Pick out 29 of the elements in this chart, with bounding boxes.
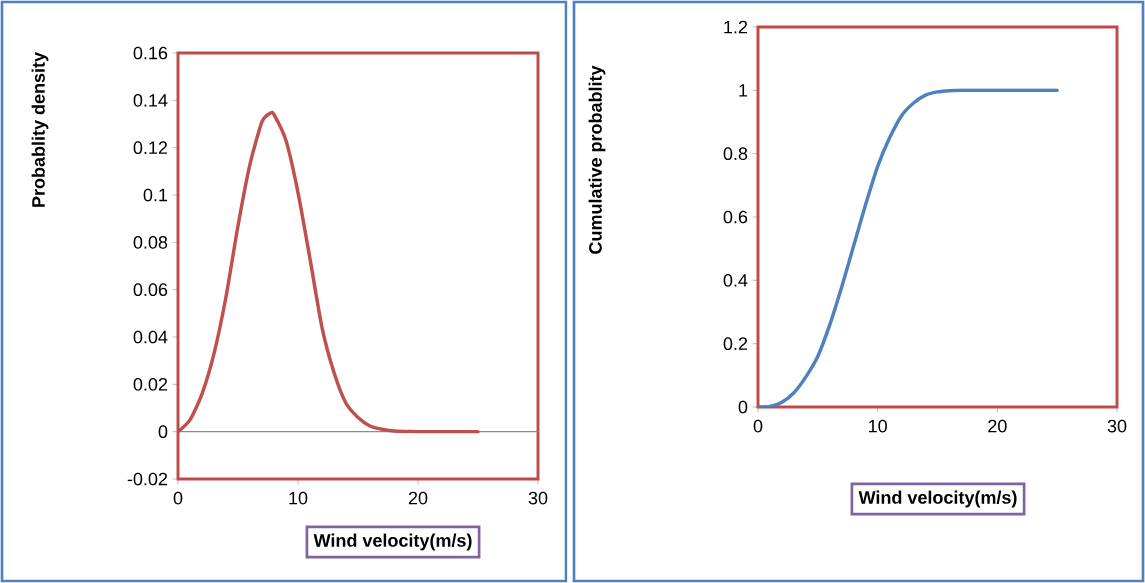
y-tick-label: 0.14 bbox=[133, 93, 168, 107]
x-tick-label: 10 bbox=[289, 491, 308, 505]
x-tick-label: 30 bbox=[528, 491, 548, 505]
x-tick-label: 30 bbox=[1107, 419, 1127, 433]
x-tick-label: 20 bbox=[408, 491, 428, 505]
x-tick-label: 10 bbox=[869, 419, 887, 433]
x-axis-title: Wind velocity(m/s) bbox=[313, 533, 472, 551]
y-tick-label: 0.08 bbox=[133, 235, 168, 249]
y-tick-label: 0 bbox=[738, 400, 748, 414]
y-tick-label: 0.04 bbox=[133, 330, 168, 344]
y-tick-label: 0.8 bbox=[723, 147, 748, 161]
y-tick-label: 0.6 bbox=[723, 210, 748, 224]
y-tick-label: 0.4 bbox=[723, 273, 748, 287]
y-tick-label: 0.12 bbox=[133, 141, 168, 155]
y-tick-label: 0.1 bbox=[143, 188, 168, 202]
x-axis-title: Wind velocity(m/s) bbox=[858, 490, 1017, 508]
x-tick-label: 20 bbox=[988, 419, 1007, 433]
y-tick-label: 0.06 bbox=[133, 283, 168, 297]
y-tick-label: -0.02 bbox=[127, 472, 168, 486]
y-axis-title: Probablity density bbox=[31, 52, 49, 207]
x-tick-label: 0 bbox=[753, 419, 763, 433]
y-tick-label: 0.16 bbox=[133, 46, 168, 60]
y-axis-title: Cumulative probablity bbox=[588, 65, 606, 254]
x-tick-label: 0 bbox=[173, 491, 183, 505]
y-tick-label: 0.2 bbox=[723, 337, 748, 351]
y-tick-label: 1 bbox=[739, 84, 748, 97]
y-tick-label: 1.2 bbox=[724, 20, 748, 34]
y-tick-label: 0.02 bbox=[133, 377, 168, 391]
line-series bbox=[758, 88, 1059, 407]
